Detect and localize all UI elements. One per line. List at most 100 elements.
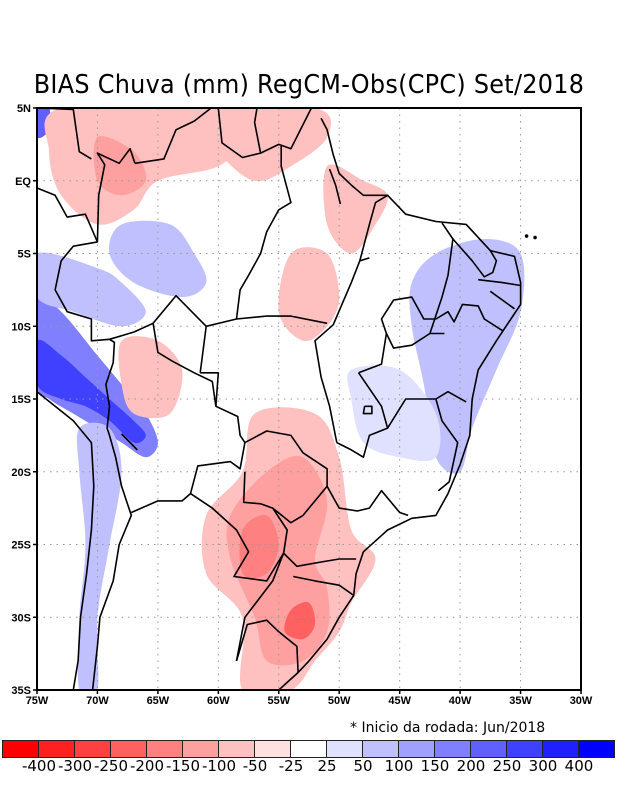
bias-region-para-dry — [278, 247, 340, 342]
border-line — [206, 315, 328, 328]
border-line — [244, 430, 409, 517]
border-line — [253, 108, 262, 154]
border-line — [200, 372, 220, 407]
y-tick-label: 20S — [11, 467, 31, 479]
colorbar-box-0 — [2, 740, 39, 758]
bias-region-colombia-dry-core — [93, 136, 147, 196]
colorbar-box-14 — [506, 740, 543, 758]
border-line — [336, 372, 389, 458]
border-line — [272, 485, 328, 524]
border-line — [358, 296, 503, 374]
border-line — [54, 289, 110, 342]
colorbar-box-3 — [110, 740, 147, 758]
colorbar-box-12 — [434, 740, 471, 758]
country-state-borders — [37, 108, 537, 690]
bias-region-paraguay-dry-core — [239, 514, 279, 579]
y-tick-label: EQ — [15, 176, 31, 188]
border-line — [199, 326, 207, 373]
colorbar-label: 100 — [384, 757, 414, 775]
y-tick-label: 25S — [11, 540, 31, 552]
bias-region-andes-peru-wet-core — [37, 339, 146, 444]
border-line — [235, 552, 285, 662]
colorbar-label: 300 — [528, 757, 558, 775]
border-line — [328, 168, 342, 205]
colorbar-box-1 — [38, 740, 75, 758]
border-line — [314, 257, 370, 443]
colorbar-label: -400 — [21, 757, 57, 775]
y-axis: 5N EQ 5S 10S 15S 20S 25S 30S 35S — [11, 103, 37, 697]
x-tick-label: 40W — [449, 695, 472, 707]
colorbar-box-11 — [398, 740, 435, 758]
x-tick-label: 60W — [207, 695, 230, 707]
colorbar-label: -50 — [242, 757, 268, 775]
island-dot — [524, 234, 529, 238]
colorbar-box-7 — [254, 740, 291, 758]
x-tick-label: 45W — [388, 695, 411, 707]
colorbar — [2, 740, 615, 758]
border-line — [478, 278, 521, 287]
y-tick-label: 5N — [17, 103, 31, 115]
border-line — [297, 117, 522, 674]
border-line — [429, 222, 454, 334]
x-tick-label: 50W — [328, 695, 351, 707]
border-line — [359, 194, 389, 262]
border-line — [54, 147, 136, 291]
border-line — [293, 575, 355, 597]
x-tick-label: 55W — [267, 695, 290, 707]
border-line — [362, 405, 373, 415]
colorbar-label: 25 — [317, 757, 337, 775]
colorbar-label: 200 — [456, 757, 486, 775]
y-tick-label: 15S — [11, 394, 31, 406]
x-tick-label: 70W — [86, 695, 109, 707]
x-tick-label: 75W — [26, 695, 49, 707]
colorbar-box-2 — [74, 740, 111, 758]
border-line — [283, 552, 357, 568]
colorbar-label: 150 — [420, 757, 450, 775]
chart-title: BIAS Chuva (mm) RegCM-Obs(CPC) Set/2018 — [33, 70, 585, 100]
colorbar-label: 250 — [492, 757, 522, 775]
border-line — [452, 238, 498, 278]
border-line — [130, 442, 246, 514]
y-tick-label: 30S — [11, 612, 31, 624]
y-tick-label: 35S — [11, 685, 31, 697]
island-dot — [533, 235, 537, 240]
border-line — [435, 398, 459, 492]
border-line — [190, 471, 288, 582]
border-line — [152, 294, 207, 327]
border-line — [235, 619, 299, 673]
bias-region-colombia-dry — [44, 108, 243, 225]
colorbar-label: 400 — [564, 757, 594, 775]
border-line — [121, 433, 138, 451]
border-line — [489, 290, 515, 310]
border-line — [37, 187, 99, 243]
colorbar-label: 50 — [353, 757, 373, 775]
colorbar-label: -250 — [93, 757, 129, 775]
bias-region-guianas-dry — [189, 108, 331, 182]
border-line — [385, 332, 445, 349]
bias-region-rs-dry-core — [284, 602, 316, 640]
bias-region-andes-chile-wet — [76, 422, 122, 690]
colorbar-box-8 — [290, 740, 327, 758]
border-line — [105, 338, 116, 436]
colorbar-box-5 — [182, 740, 219, 758]
border-line — [248, 671, 299, 690]
colorbar-box-16 — [578, 740, 615, 758]
x-tick-label: 30W — [570, 695, 593, 707]
border-line — [134, 108, 212, 165]
colorbar-labels: -400 -300 -250 -200 -150 -100 -50 -25 25 50 100 150… — [0, 757, 618, 779]
colorbar-box-10 — [362, 740, 399, 758]
y-tick-label: 10S — [11, 321, 31, 333]
border-line — [91, 435, 133, 690]
colorbar-box-13 — [470, 740, 507, 758]
colorbar-label: -100 — [201, 757, 237, 775]
colorbar-label: -200 — [129, 757, 165, 775]
y-tick-label: 5S — [18, 249, 31, 261]
colorbar-box-6 — [218, 740, 255, 758]
bias-map: 5N EQ 5S 10S 15S 20S 25S 30S 35S 75W 70W 65W 60W 55W… — [11, 103, 593, 707]
x-tick-label: 65W — [147, 695, 170, 707]
colorbar-label: -150 — [165, 757, 201, 775]
border-line — [37, 391, 95, 690]
border-line — [109, 322, 246, 444]
bias-region-northeast-wet — [409, 239, 525, 474]
colorbar-label: -300 — [57, 757, 93, 775]
